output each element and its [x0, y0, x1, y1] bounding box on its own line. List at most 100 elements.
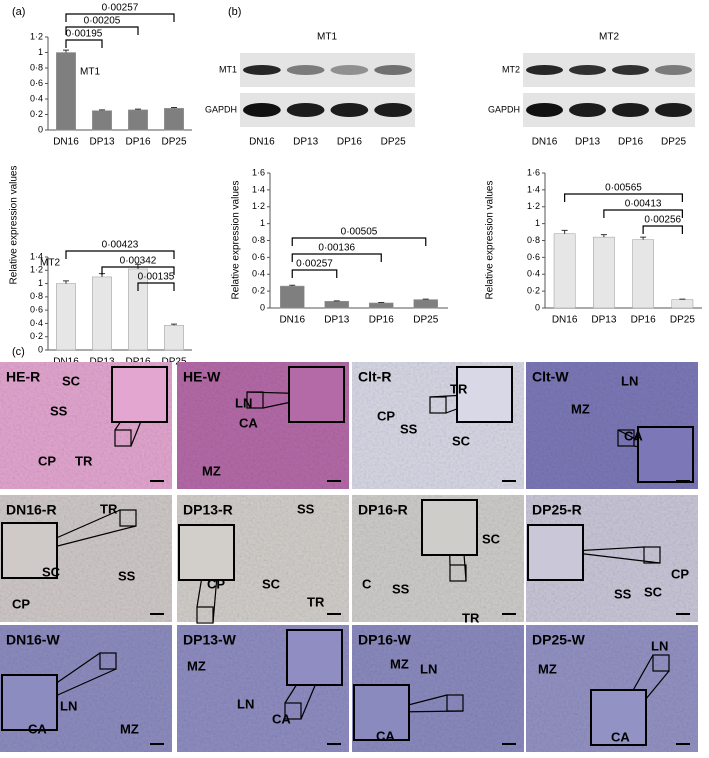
bar: [671, 299, 694, 309]
x-tick-label: DP16: [631, 315, 656, 326]
bar: [164, 108, 184, 131]
zoom-square: [446, 694, 464, 712]
region-label: MZ: [120, 721, 139, 736]
significance-bracket: [65, 13, 175, 22]
error-bar: [171, 323, 177, 326]
region-label: LN: [621, 373, 638, 388]
zoom-inset: [1, 674, 58, 731]
zoom-square: [449, 564, 467, 582]
y-tick-label: 0·6: [30, 305, 43, 315]
region-label: SS: [50, 403, 68, 418]
tile-title: DP16-R: [358, 502, 408, 518]
scale-bar: [150, 743, 164, 745]
x-tick-label: DN16: [53, 137, 79, 148]
region-label: MZ: [202, 463, 221, 478]
y-tick-label: 0·4: [30, 93, 43, 103]
region-label: SC: [644, 584, 663, 599]
y-tick-label: 1: [260, 218, 265, 228]
region-label: MZ: [571, 401, 590, 416]
zoom-inset: [527, 524, 584, 581]
y-tick-label: 0·8: [30, 62, 43, 72]
zoom-square: [99, 652, 117, 670]
zoom-square: [284, 702, 302, 720]
p-value: 0·00205: [84, 16, 121, 27]
error-bar: [135, 108, 141, 110]
blot-band: [286, 103, 325, 117]
region-label: SC: [262, 576, 281, 591]
tile-title: DP25-R: [532, 502, 582, 518]
scale-bar: [150, 613, 164, 615]
x-tick-label: DP25: [161, 137, 186, 148]
p-value: 0·00257: [102, 3, 139, 14]
tile-title: DP13-R: [183, 502, 233, 518]
blot-title: MT2: [599, 32, 619, 43]
region-label: TR: [75, 453, 93, 468]
scale-bar: [327, 613, 341, 615]
y-tick-label: 1: [38, 47, 43, 57]
significance-bracket: [65, 39, 103, 48]
bar: [593, 236, 615, 309]
bar: [632, 239, 654, 309]
bar: [164, 325, 184, 351]
y-tick-label: 0·4: [30, 318, 43, 328]
y-tick-label: 1·6: [527, 167, 540, 177]
region-label: SS: [118, 568, 136, 583]
bar: [92, 110, 112, 131]
y-tick-label: 1·4: [527, 184, 540, 194]
blot-band: [330, 65, 369, 75]
blot-lane-label: DP13: [575, 137, 600, 148]
scale-bar: [676, 613, 690, 615]
region-label: SS: [297, 501, 315, 516]
error-bar: [171, 107, 177, 109]
zoom-square: [429, 396, 447, 414]
error-bar: [99, 109, 105, 111]
p-value: 0·00413: [625, 199, 662, 210]
panel-label: (b): [228, 6, 241, 18]
y-tick-label: 0·8: [252, 235, 265, 245]
y-tick-label: 1·4: [30, 251, 43, 261]
zoom-square: [119, 509, 137, 527]
region-label: CA: [28, 721, 47, 736]
region-label: LN: [237, 696, 254, 711]
blot-band: [612, 65, 649, 75]
zoom-inset: [637, 426, 694, 483]
region-label: CA: [239, 415, 258, 430]
y-axis-label: Relative expression values: [231, 181, 242, 300]
blot-band: [569, 65, 606, 75]
chart-title: MT1: [80, 67, 100, 78]
tile-title: DN16-R: [6, 502, 57, 518]
zoom-square: [643, 546, 661, 564]
y-tick-label: 0: [38, 124, 43, 134]
scale-bar: [502, 743, 516, 745]
y-tick-label: 0: [260, 302, 265, 312]
zoom-inset: [178, 524, 235, 581]
x-tick-label: DP13: [89, 137, 114, 148]
region-label: MZ: [538, 661, 557, 676]
p-value: 0·00505: [341, 227, 378, 238]
blot-row-label: MT1: [219, 64, 237, 74]
x-tick-label: DP16: [369, 315, 394, 326]
y-axis-label: Relative expression values: [9, 166, 20, 285]
region-label: CP: [12, 596, 30, 611]
y-tick-label: 1·2: [30, 265, 43, 275]
region-label: SS: [392, 581, 410, 596]
zoom-inset: [421, 499, 478, 556]
region-label: TR: [462, 610, 480, 625]
error-bar: [600, 234, 607, 238]
region-label: CP: [207, 576, 225, 591]
x-tick-label: DP25: [670, 315, 695, 326]
blot-lane-label: DP16: [337, 137, 362, 148]
region-label: SC: [62, 373, 81, 388]
chart-title: MT2: [40, 258, 60, 269]
zoom-inset: [286, 629, 343, 686]
p-value: 0·00256: [644, 215, 681, 226]
p-value: 0·00135: [138, 272, 175, 283]
significance-bracket: [65, 26, 139, 35]
region-label: MZ: [187, 658, 206, 673]
tile-title: Clt-W: [532, 369, 569, 385]
region-label: CP: [377, 408, 395, 423]
region-label: TR: [307, 594, 325, 609]
tile-title: DP13-W: [183, 632, 237, 648]
zoom-inset: [353, 684, 410, 741]
